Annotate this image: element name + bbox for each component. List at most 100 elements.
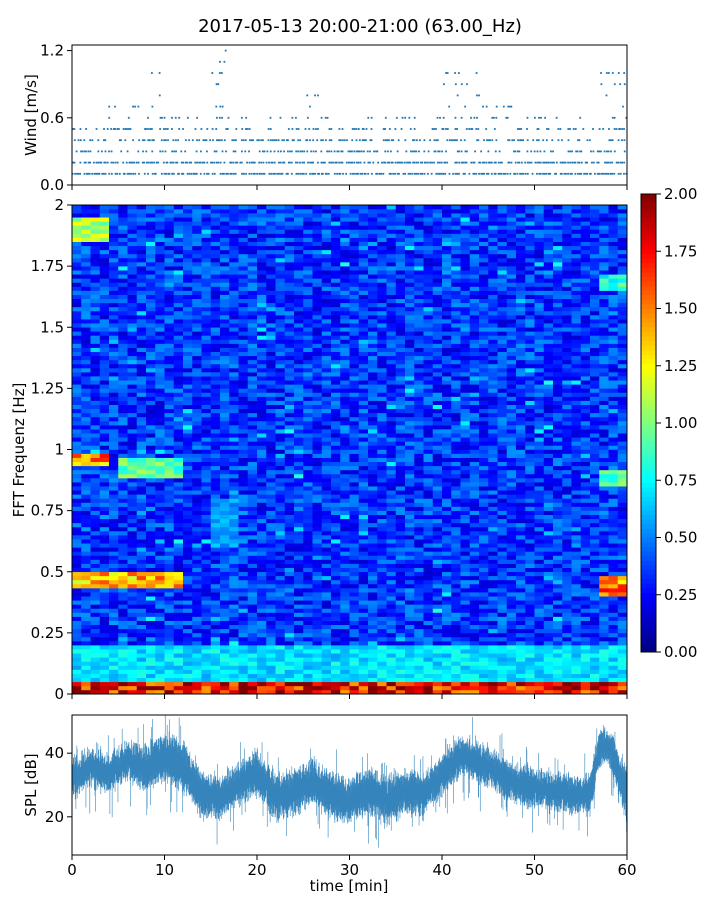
spectrogram-cell	[201, 302, 212, 308]
spectrogram-cell	[146, 608, 156, 613]
spectrogram-cell	[99, 225, 110, 230]
spectrogram-cell	[247, 506, 258, 511]
spectrogram-cell	[275, 327, 286, 332]
spectrogram-cell	[90, 396, 101, 401]
spectrogram-cell	[358, 315, 369, 320]
spectrogram-cell	[210, 416, 221, 422]
spectrogram-cell	[368, 315, 378, 320]
spectrogram-cell	[192, 641, 202, 646]
wind-point	[161, 116, 163, 119]
spectrogram-cell	[312, 449, 323, 454]
spectrogram-cell	[294, 526, 304, 532]
spectrogram-cell	[275, 441, 286, 446]
spectrogram-cell	[312, 217, 323, 222]
wind-point	[340, 161, 343, 164]
spectrogram-cell	[201, 315, 212, 320]
spectrogram-cell	[266, 551, 276, 556]
spectrogram-cell	[275, 400, 286, 405]
spectrogram-cell	[331, 579, 341, 585]
spectrogram-cell	[303, 343, 313, 348]
spectrogram-cell	[294, 298, 304, 304]
wind-point	[611, 116, 614, 119]
wind-point	[196, 161, 199, 164]
spectrogram-cell	[349, 282, 360, 287]
spectrogram-cell	[303, 253, 313, 259]
spectrogram-cell	[127, 237, 138, 242]
spectrogram-cell	[173, 612, 184, 617]
spectrogram-cell	[164, 469, 175, 475]
spectrogram-cell	[201, 298, 212, 304]
spectrogram-cell	[146, 213, 156, 218]
spectrogram-cell	[118, 624, 128, 630]
wind-point	[419, 139, 421, 142]
wind-point	[386, 139, 389, 142]
wind-point	[550, 150, 552, 153]
spectrogram-cell	[284, 380, 295, 385]
spectrogram-cell	[173, 482, 184, 487]
spectrogram-cell	[294, 478, 304, 483]
spectrogram-cell	[72, 478, 82, 483]
spectrogram-cell	[164, 310, 175, 316]
spectrogram-cell	[146, 351, 156, 357]
spectrogram-cell	[118, 592, 128, 597]
spectrogram-cell	[229, 616, 239, 621]
spectrogram-cell	[266, 543, 276, 548]
spectrogram-cell	[81, 368, 91, 373]
wind-point	[145, 150, 148, 153]
spectrogram-cell	[340, 616, 350, 621]
spectrogram-cell	[183, 270, 193, 275]
wind-point	[514, 172, 517, 175]
wind-point	[404, 172, 407, 175]
spectrogram-cell	[368, 641, 378, 646]
spectrogram-cell	[201, 673, 212, 678]
spectrogram-cell	[192, 221, 202, 226]
spectrogram-cell	[173, 205, 184, 210]
wind-point	[279, 161, 282, 164]
spectrogram-cell	[266, 327, 276, 332]
spectrogram-cell	[266, 616, 276, 621]
wind-point	[242, 139, 245, 142]
spectrogram-cell	[275, 319, 286, 324]
spectrogram-cell	[146, 225, 156, 230]
wind-point	[418, 150, 420, 153]
spectrogram-cell	[247, 600, 258, 605]
spectrogram-cell	[331, 282, 341, 287]
spectrogram-cell	[164, 388, 175, 393]
spectrogram-cell	[349, 355, 360, 361]
wind-point	[248, 150, 250, 153]
spectrogram-cell	[118, 425, 128, 430]
wind-point	[341, 150, 344, 153]
wind-point	[619, 128, 621, 130]
spectrogram-cell	[127, 616, 138, 621]
wind-point	[177, 172, 179, 175]
spectrogram-cell	[210, 323, 221, 328]
spectrogram-cell	[312, 213, 323, 218]
spectrogram-cell	[368, 225, 378, 230]
wind-point	[511, 139, 514, 142]
spectrogram-cell	[257, 384, 267, 389]
spectrogram-cell	[127, 571, 138, 577]
wind-point	[79, 161, 82, 164]
spectrogram-cell	[136, 429, 147, 434]
spectrogram-cell	[257, 583, 267, 589]
spectrogram-cell	[294, 335, 304, 340]
spectrogram-cell	[321, 302, 332, 308]
spectrogram-cell	[183, 506, 193, 511]
spectrogram-cell	[358, 518, 369, 524]
wind-point	[592, 161, 595, 164]
spectrogram-cell	[349, 270, 360, 275]
wind-point	[569, 150, 572, 153]
wind-point	[471, 128, 474, 130]
spectrogram-cell	[99, 290, 110, 295]
wind-point	[176, 161, 179, 164]
spectrogram-cell	[99, 657, 110, 662]
spectrogram-cell	[331, 486, 341, 491]
spectrogram-cell	[294, 506, 304, 511]
spectrogram-cell	[284, 653, 295, 658]
spectrogram-cell	[257, 257, 267, 263]
spectrogram-cell	[275, 665, 286, 670]
spectrogram-cell	[340, 657, 350, 662]
spectrogram-cell	[118, 657, 128, 662]
spectrogram-cell	[238, 416, 249, 422]
spectrogram-cell	[155, 461, 165, 467]
